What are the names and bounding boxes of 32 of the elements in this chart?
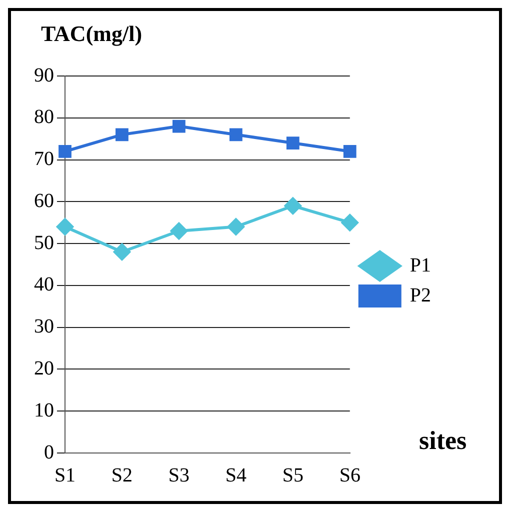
y-axis-title: TAC(mg/l) [41, 21, 142, 47]
point [341, 214, 358, 232]
y-tick-label: 30 [34, 316, 54, 338]
y-tick-label: 20 [34, 357, 54, 380]
x-tick-label: S4 [225, 464, 246, 486]
y-tick-label: 70 [34, 148, 54, 170]
point [170, 222, 188, 240]
x-tick-label: S2 [111, 464, 133, 486]
y-tick-label: 10 [34, 399, 54, 422]
y-tick-label: 80 [34, 106, 54, 128]
x-tick-label: S6 [339, 464, 360, 486]
point [286, 136, 300, 150]
point [58, 144, 72, 158]
legend-label: P1 [410, 254, 431, 276]
point [172, 120, 186, 133]
point [343, 144, 356, 158]
y-tick-label: 0 [44, 441, 54, 464]
x-tick-label: S5 [282, 464, 304, 486]
x-tick-label: S3 [168, 464, 190, 486]
x-tick-label: S1 [54, 464, 76, 486]
y-tick-label: 50 [34, 232, 54, 254]
y-tick-label: 90 [34, 64, 54, 86]
point [56, 218, 74, 236]
legend-label: P2 [410, 284, 431, 306]
y-tick-label: 60 [34, 190, 54, 212]
y-tick-label: 40 [34, 274, 54, 296]
point [116, 128, 128, 142]
point [284, 197, 302, 214]
point [227, 218, 244, 236]
point [229, 128, 242, 142]
point [113, 243, 130, 260]
x-axis-title: sites [419, 426, 467, 456]
